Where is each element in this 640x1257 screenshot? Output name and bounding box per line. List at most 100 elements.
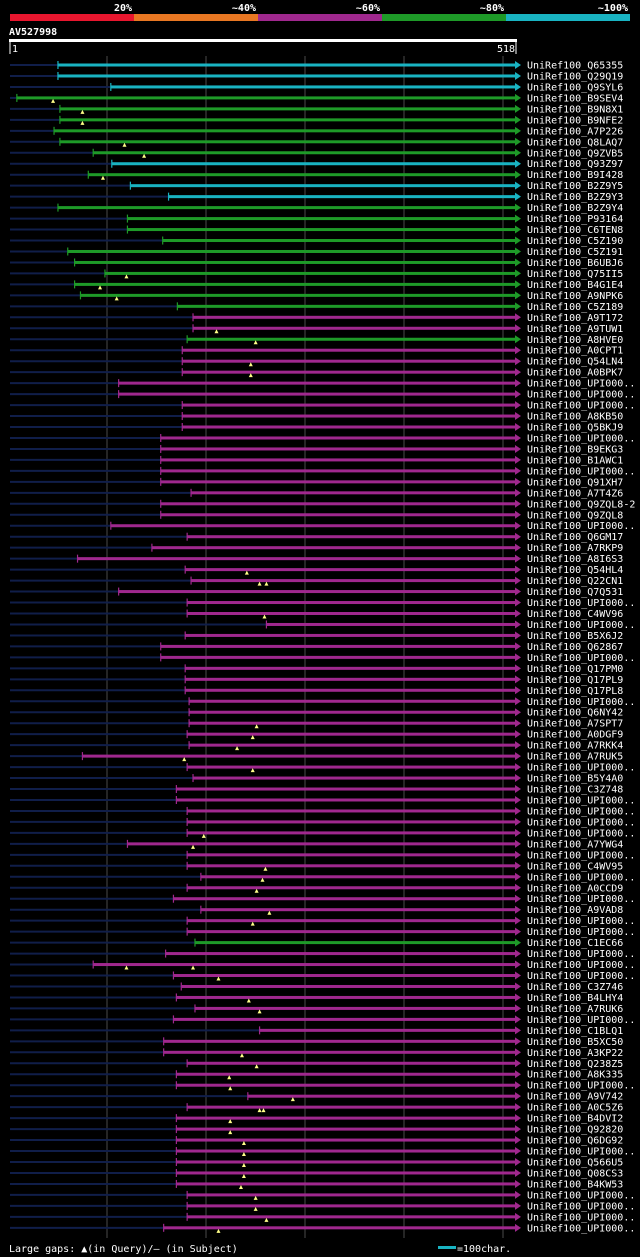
hit-arrow [515, 181, 521, 190]
hit-arrow [515, 499, 521, 508]
hit-label: UniRef100_A9TUW1 [527, 324, 623, 335]
hit-label: UniRef100_B9I428 [527, 170, 623, 181]
hit-arrow [515, 401, 521, 410]
gap-marker [253, 1206, 258, 1211]
gap-marker [253, 1195, 258, 1200]
hit-bar [187, 732, 517, 736]
hit-bar [187, 820, 517, 824]
hit-label: UniRef100_B9SEV4 [527, 93, 623, 104]
hit-bar [182, 403, 517, 407]
gap-marker [250, 768, 255, 773]
hit-bar [151, 546, 516, 550]
hit-arrow [515, 93, 521, 102]
hit-label: UniRef100_A8I6S3 [527, 554, 623, 565]
hit-label: UniRef100_Q91XH7 [527, 477, 623, 488]
hit-bar [57, 63, 516, 67]
hit-label: UniRef100_A7RUK5 [527, 752, 623, 763]
hit-label: UniRef100_C5Z190 [527, 236, 623, 247]
hit-label: UniRef100_UPI000.. [527, 401, 635, 412]
hit-arrow [515, 1223, 521, 1232]
hit-label: UniRef100_C6TEN8 [527, 225, 623, 236]
hit-arrow [515, 313, 521, 322]
hit-arrow [515, 61, 521, 69]
gap-marker [241, 1152, 246, 1157]
hit-bar [187, 612, 517, 615]
hit-arrow [515, 324, 521, 333]
hit-bar [189, 699, 516, 703]
hit-label: UniRef100_B4LHY4 [527, 993, 623, 1004]
hit-bar [93, 151, 516, 155]
hit-label: UniRef100_UPI000.. [527, 466, 635, 477]
hit-bar [160, 513, 517, 517]
scale-label: ~100% [598, 3, 628, 14]
hit-label: UniRef100_Q6GM17 [527, 532, 623, 543]
gap-marker [246, 998, 251, 1003]
hit-arrow [515, 390, 521, 399]
hit-label: UniRef100_A0C5Z6 [527, 1103, 623, 1114]
hit-bar [266, 622, 516, 626]
hit-bar [182, 359, 517, 363]
hit-arrow [515, 993, 521, 1002]
hit-arrow [515, 543, 521, 552]
query-id: AV527998 [9, 27, 57, 38]
hit-arrow [515, 357, 521, 366]
hit-arrow [515, 510, 521, 519]
gap-marker [100, 175, 105, 180]
hit-label: UniRef100_Q29Q19 [527, 71, 623, 82]
hit-label: UniRef100_B5Y4A0 [527, 774, 623, 785]
hit-bar [194, 941, 516, 945]
hit-arrow [515, 719, 521, 728]
hit-bar [176, 1171, 516, 1175]
hit-label: UniRef100_P93164 [527, 214, 623, 225]
hit-bar [187, 765, 517, 769]
hit-arrow [515, 1026, 521, 1035]
hit-arrow [515, 1179, 521, 1188]
hit-arrow [515, 982, 521, 991]
hit-label: UniRef100_Q75II5 [527, 269, 623, 280]
hit-arrow [515, 379, 521, 388]
hit-label: UniRef100_A0BPK7 [527, 368, 623, 379]
hit-bar [200, 908, 516, 912]
scale-legend: =100char. [457, 1244, 511, 1255]
gap-marker [228, 1130, 233, 1135]
gap-marker [250, 735, 255, 740]
hit-arrow [515, 280, 521, 289]
gap-marker [244, 570, 249, 575]
hit-label: UniRef100_A7P226 [527, 126, 623, 137]
gap-marker [239, 1053, 244, 1058]
hit-bar [189, 710, 516, 714]
hit-bar [259, 1028, 516, 1032]
hit-bar [176, 1083, 516, 1087]
scale-segment [506, 14, 630, 21]
hit-arrow [515, 708, 521, 717]
hit-label: UniRef100_Q54LN4 [527, 357, 623, 368]
hit-label: UniRef100_Q17PL8 [527, 686, 623, 697]
axis-end-label: 518 [497, 44, 515, 55]
hit-arrow [515, 477, 521, 486]
gap-marker [216, 1228, 221, 1233]
hit-label: UniRef100_UPI000.. [527, 949, 635, 960]
hit-arrow [515, 817, 521, 826]
hit-arrow [515, 576, 521, 585]
hit-label: UniRef100_UPI000.. [527, 598, 635, 609]
hit-bar [185, 688, 517, 692]
hit-arrow [515, 609, 521, 618]
hit-arrow [515, 774, 521, 783]
hit-bar [191, 491, 516, 495]
hit-arrow [515, 730, 521, 739]
hit-label: UniRef100_Q65355 [527, 61, 623, 72]
gap-marker [228, 1086, 233, 1091]
hit-bar [187, 886, 517, 890]
hit-arrow [515, 170, 521, 179]
gap-marker [80, 120, 85, 125]
hit-bar [57, 74, 516, 78]
hit-arrow [515, 1103, 521, 1112]
hit-bar [110, 524, 517, 528]
scale-segment [10, 14, 134, 21]
hit-label: UniRef100_B9NFE2 [527, 115, 623, 126]
hit-arrow [515, 1015, 521, 1024]
hit-bar [104, 271, 517, 275]
scale-segment [258, 14, 382, 21]
hit-bar [168, 195, 516, 199]
